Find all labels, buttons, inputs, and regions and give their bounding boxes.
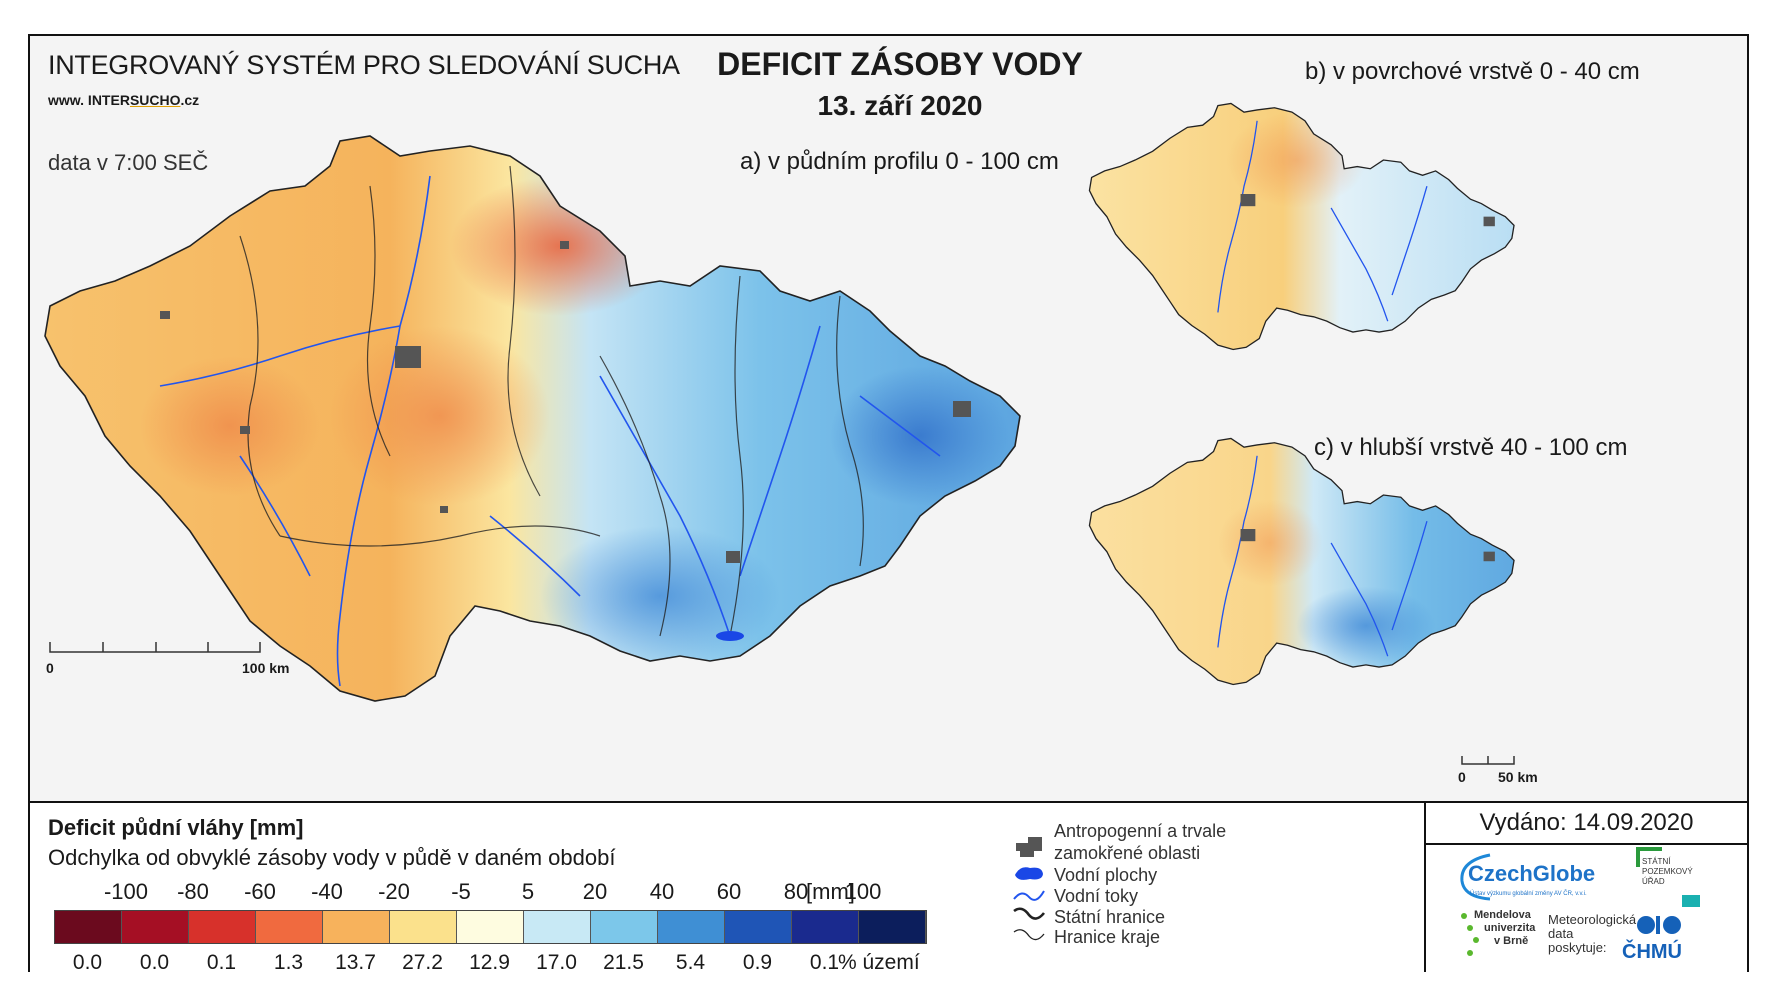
legend-swatch <box>323 911 390 943</box>
small-scale-end: 50 km <box>1498 769 1538 785</box>
main-scale-bar <box>49 642 261 653</box>
legend-swatch <box>658 911 725 943</box>
legend-percentage-value: 5.4 <box>675 951 706 974</box>
legend-percentage-value: 27.2 <box>402 951 443 974</box>
chmu-mark-icon <box>1682 895 1700 907</box>
website-highlight: SUCHO <box>129 92 181 108</box>
legend-percentage-value: 1.3 <box>273 951 304 974</box>
key-state-border: Státní hranice <box>1054 907 1166 927</box>
map-date: 13. září 2020 <box>817 90 983 121</box>
legend-tick-label: 40 <box>649 879 675 904</box>
legend-tick-label: 20 <box>582 879 608 904</box>
legend-swatch <box>256 911 323 943</box>
met-data-text: Meteorologická data poskytuje: <box>1548 913 1636 955</box>
issued-date: Vydáno: 14.09.2020 <box>1426 803 1747 845</box>
key-anthropogenic-line2: zamokřené oblasti <box>1054 843 1201 863</box>
legend-tick-label: 100 <box>844 879 882 904</box>
legend-percentage-value: 0.1 <box>206 951 237 974</box>
legend-percentage-value: 21.5 <box>603 951 644 974</box>
small-scale-start: 0 <box>1458 769 1466 785</box>
legend-swatch <box>524 911 591 943</box>
legend-tick-label: -20 <box>378 879 410 904</box>
surface-layer-map <box>1088 102 1515 351</box>
key-region-border: Hranice kraje <box>1054 927 1161 947</box>
chmu-logo: ČHMÚ <box>1622 941 1682 963</box>
legend-tick-label: -80 <box>177 879 209 904</box>
legend-tick-label: 60 <box>716 879 742 904</box>
key-water-bodies: Vodní plochy <box>1054 865 1158 885</box>
legend-swatch <box>55 911 122 943</box>
mendel-line1: Mendelova <box>1474 909 1531 921</box>
website-prefix: www. INTER <box>48 92 130 108</box>
chmu-logo-icon <box>1637 916 1681 934</box>
small-scale-bar <box>1461 756 1515 765</box>
spu-line1: STÁTNÍ <box>1642 857 1671 866</box>
legend-tick-label: 5 <box>521 879 535 904</box>
data-time-label: data v 7:00 SEČ <box>48 150 209 175</box>
key-rivers: Vodní toky <box>1054 886 1139 906</box>
legend-tick-label: -100 <box>103 879 149 904</box>
system-title: INTEGROVANÝ SYSTÉM PRO SLEDOVÁNÍ SUCHA <box>48 50 680 80</box>
spu-logo-text: STÁTNÍ POZEMKOVÝ ÚŘAD <box>1642 857 1693 887</box>
region-border-icon <box>1013 929 1045 941</box>
legend-tick-label: -40 <box>311 879 343 904</box>
legend-swatch <box>792 911 859 943</box>
panel-a-title: a) v půdním profilu 0 - 100 cm <box>740 148 1059 175</box>
mendel-line3: v Brně <box>1494 935 1529 947</box>
legend-title: Deficit půdní vláhy [mm] <box>48 815 304 840</box>
met-line2: data <box>1548 926 1574 941</box>
czechglobe-arc-icon <box>1460 853 1491 901</box>
legend-percentage-value: 0.9 <box>742 951 773 974</box>
mendel-logo-text: Mendelova univerzita v Brně <box>1474 909 1535 948</box>
spu-line2: POZEMKOVÝ <box>1642 867 1693 876</box>
mendel-line2: univerzita <box>1484 922 1536 934</box>
czechglobe-subtitle: Ústav výzkumu globální změny AV ČR, v.v.… <box>1470 891 1587 897</box>
water-body-icon <box>1015 867 1043 880</box>
website-link[interactable]: www. INTERSUCHO.cz <box>48 92 199 108</box>
legend-percentage-value: 0.0 <box>72 951 103 974</box>
logos-area: CzechGlobe Ústav výzkumu globální změny … <box>1426 845 1747 972</box>
met-line3: poskytuje: <box>1548 940 1607 955</box>
mendel-dots-icon <box>1461 913 1479 956</box>
legend-percentage-value: 13.7 <box>335 951 376 974</box>
legend-percentage-value: 0.1 <box>809 951 840 974</box>
legend-tick-label: -60 <box>244 879 276 904</box>
legend-colorbar <box>54 910 927 944</box>
legend-swatch <box>390 911 457 943</box>
river-icon <box>1013 890 1045 901</box>
spu-line3: ÚŘAD <box>1642 877 1665 886</box>
legend-unit: [mm] <box>806 879 855 904</box>
spu-logo-icon <box>1636 847 1662 867</box>
legend-percentage-value: 17.0 <box>536 951 577 974</box>
map-sheet: INTEGROVANÝ SYSTÉM PRO SLEDOVÁNÍ SUCHA w… <box>28 34 1749 974</box>
czechglobe-logo: CzechGlobe <box>1468 861 1596 886</box>
legend-percentage-value: 12.9 <box>469 951 510 974</box>
main-title: DEFICIT ZÁSOBY VODY <box>717 46 1083 82</box>
met-line1: Meteorologická <box>1548 912 1637 927</box>
website-suffix: .cz <box>180 92 200 108</box>
legend-percent-unit: % území <box>838 951 920 974</box>
state-border-icon <box>1013 907 1046 920</box>
legend-subtitle: Odchylka od obvyklé zásoby vody v půdě v… <box>48 845 616 870</box>
legend-tick-label: -5 <box>451 879 471 904</box>
panel-b-title: b) v povrchové vrstvě 0 - 40 cm <box>1305 58 1640 85</box>
legend-swatch <box>189 911 256 943</box>
key-anthropogenic-line1: Antropogenní a trvale <box>1054 821 1227 841</box>
deep-layer-map <box>1088 437 1515 686</box>
legend-swatch <box>591 911 658 943</box>
legend-percentage-value: 0.0 <box>139 951 170 974</box>
legend-swatch <box>457 911 524 943</box>
legend-swatch <box>122 911 189 943</box>
main-scale-end: 100 km <box>242 660 290 676</box>
legend-swatch <box>859 911 926 943</box>
panel-c-title: c) v hlubší vrstvě 40 - 100 cm <box>1314 434 1628 461</box>
anthropogenic-area-icon <box>1016 837 1042 857</box>
main-map <box>44 135 1021 702</box>
legend-divider <box>1424 803 1426 972</box>
legend-tick-label: 80 <box>783 879 809 904</box>
main-scale-start: 0 <box>46 660 54 676</box>
legend-swatch <box>725 911 792 943</box>
legend-panel: Deficit půdní vláhy [mm] Odchylka od obv… <box>30 801 1747 974</box>
